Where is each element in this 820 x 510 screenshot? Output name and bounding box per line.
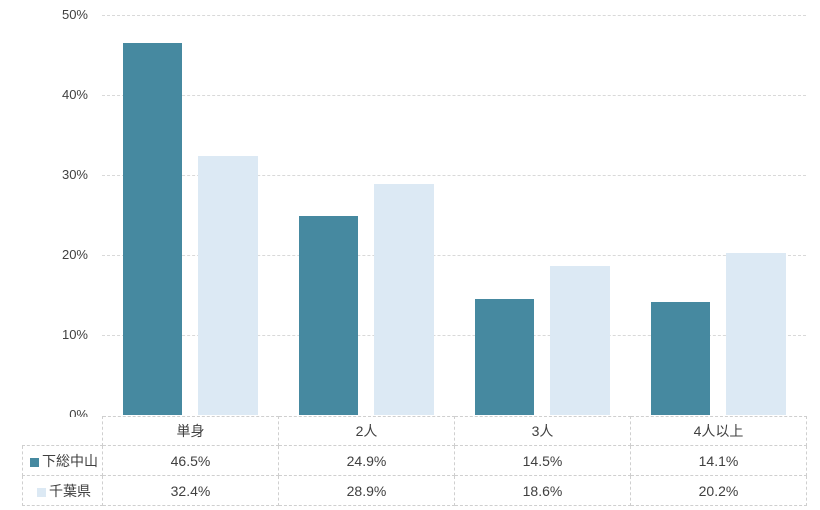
gridline — [102, 15, 806, 16]
y-axis-label: 10% — [61, 327, 88, 342]
gridline — [102, 95, 806, 96]
legend-swatch — [30, 457, 39, 467]
legend-cell: 千葉県 — [22, 475, 103, 506]
value-cell: 28.9% — [278, 475, 455, 506]
y-axis-label: 40% — [61, 87, 88, 102]
table-row: 千葉県 32.4% 28.9% 18.6% 20.2% — [22, 475, 807, 506]
gridline — [102, 335, 806, 336]
bar — [123, 43, 182, 415]
value-cell: 20.2% — [630, 475, 807, 506]
category-header: 単身 — [102, 416, 279, 446]
bar — [374, 183, 434, 415]
category-header: 2人 — [278, 416, 455, 446]
legend-label: 千葉県 — [49, 482, 91, 499]
bar — [651, 302, 710, 415]
table-row: 単身 2人 3人 4人以上 — [22, 416, 807, 446]
value-cell: 14.1% — [630, 445, 807, 476]
bar — [726, 253, 786, 415]
category-header: 3人 — [454, 416, 631, 446]
y-axis-label: 20% — [61, 247, 88, 262]
bar — [475, 299, 534, 415]
bar — [198, 155, 258, 415]
data-table: 単身 2人 3人 4人以上 下総中山 46.5% 24.9% 14.5% 14.1% 千葉県 32.… — [22, 416, 807, 506]
bar-group — [102, 15, 278, 415]
y-axis-label: 50% — [61, 7, 88, 22]
legend-label: 下総中山 — [42, 452, 98, 469]
value-cell: 24.9% — [278, 445, 455, 476]
bar-group — [630, 15, 806, 415]
category-header: 4人以上 — [630, 416, 807, 446]
value-cell: 14.5% — [454, 445, 631, 476]
value-cell: 46.5% — [102, 445, 279, 476]
table-row: 下総中山 46.5% 24.9% 14.5% 14.1% — [22, 445, 807, 476]
gridline — [102, 255, 806, 256]
legend-swatch — [37, 487, 46, 497]
gridline — [102, 175, 806, 176]
bar — [550, 266, 610, 415]
bar-group — [278, 15, 454, 415]
value-cell: 18.6% — [454, 475, 631, 506]
plot-area — [102, 15, 806, 415]
legend-cell: 下総中山 — [22, 445, 103, 476]
bar — [299, 215, 358, 415]
bar-group — [454, 15, 630, 415]
value-cell: 32.4% — [102, 475, 279, 506]
y-axis-label: 30% — [61, 167, 88, 182]
table-corner-cell — [22, 416, 103, 446]
